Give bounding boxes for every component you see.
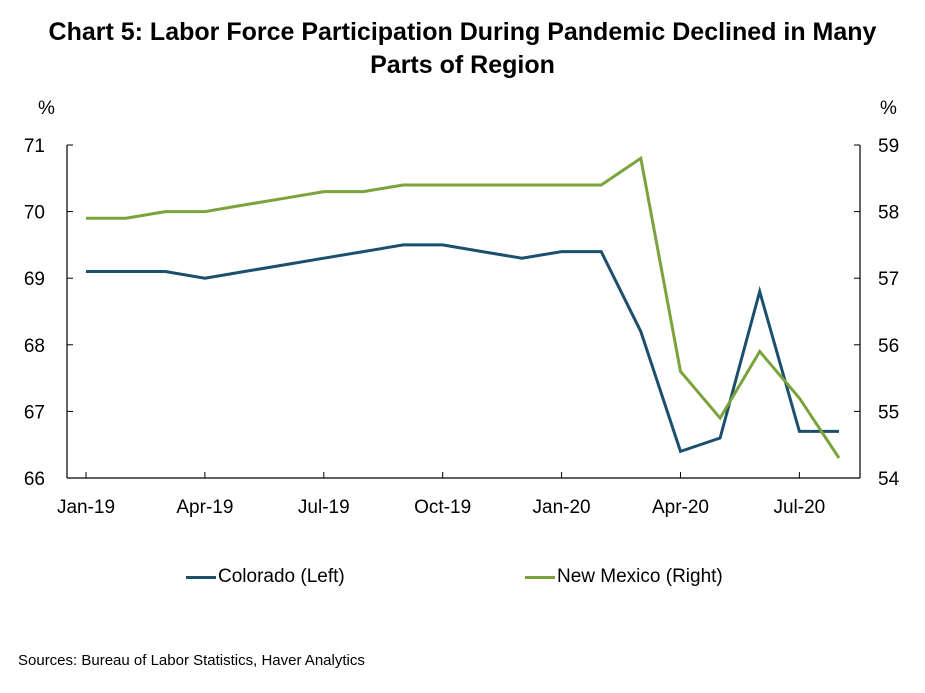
series-line-colorado [86, 243, 839, 454]
right-y-tick-label: 57 [878, 269, 899, 290]
legend-label-colorado: Colorado (Left) [218, 566, 345, 587]
left-y-tick-label: 70 [24, 203, 45, 224]
x-tick-label: Jul-20 [773, 497, 825, 518]
left-axis-unit: % [38, 98, 55, 119]
x-tick-label: Oct-19 [414, 497, 471, 518]
legend-label-new-mexico: New Mexico (Right) [557, 566, 723, 587]
x-tick-label: Apr-20 [652, 497, 709, 518]
right-y-tick-label: 58 [878, 203, 899, 224]
left-y-tick-label: 71 [24, 136, 45, 157]
x-tick-label: Apr-19 [176, 497, 233, 518]
legend-item-colorado: Colorado (Left) [186, 566, 345, 588]
left-y-tick-label: 69 [24, 269, 45, 290]
legend-swatch-colorado [186, 575, 216, 579]
left-y-tick-label: 66 [24, 469, 45, 490]
left-y-tick-label: 68 [24, 336, 45, 357]
right-axis-unit: % [880, 98, 897, 119]
series-line-new-mexico [86, 155, 841, 459]
x-tick-label: Jan-19 [57, 497, 115, 518]
source-note: Sources: Bureau of Labor Statistics, Hav… [18, 652, 365, 669]
right-y-tick-label: 59 [878, 136, 899, 157]
chart-title-line-2: Parts of Region [370, 51, 555, 79]
right-y-tick-label: 55 [878, 402, 899, 423]
legend-swatch-new-mexico [525, 575, 555, 579]
x-tick-label: Jan-20 [533, 497, 591, 518]
legend-item-new-mexico: New Mexico (Right) [525, 566, 723, 588]
left-y-tick-label: 67 [24, 402, 45, 423]
chart-title-line-1: Chart 5: Labor Force Participation Durin… [48, 18, 877, 46]
x-tick-label: Jul-19 [298, 497, 350, 518]
chart-title: Chart 5: Labor Force Participation Durin… [0, 16, 925, 82]
right-y-tick-label: 56 [878, 336, 899, 357]
right-y-tick-label: 54 [878, 469, 900, 490]
